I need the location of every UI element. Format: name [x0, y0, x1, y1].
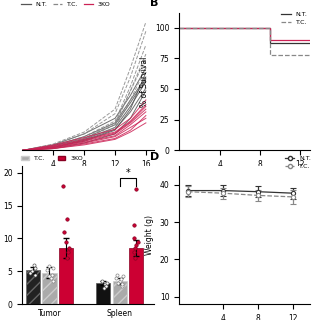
Point [134, 187, 139, 192]
Legend: N.T., T.C.: N.T., T.C. [283, 153, 314, 172]
Text: *: * [126, 168, 131, 178]
Point [132, 236, 137, 241]
Point [44, 268, 49, 273]
Point [104, 280, 109, 285]
Legend: N.T., T.C.: N.T., T.C. [279, 9, 310, 28]
Point [50, 265, 55, 270]
Point [66, 249, 71, 254]
Point [66, 246, 71, 251]
Point [103, 283, 108, 288]
Y-axis label: Weight (g): Weight (g) [145, 215, 154, 255]
Point [133, 246, 138, 251]
Point [131, 223, 136, 228]
Point [135, 239, 140, 244]
Point [32, 272, 37, 277]
Point [102, 282, 108, 287]
Point [65, 256, 70, 261]
Text: D: D [150, 152, 160, 162]
Point [132, 249, 137, 254]
Point [134, 243, 139, 248]
Point [115, 272, 120, 277]
X-axis label: Days after ATT: Days after ATT [217, 175, 273, 184]
Point [46, 273, 51, 278]
Point [132, 256, 138, 261]
Point [30, 269, 35, 274]
Bar [59, 248, 73, 304]
Legend: T.C., 3KO: T.C., 3KO [19, 153, 86, 164]
Point [119, 283, 124, 288]
Y-axis label: % of Survival: % of Survival [140, 56, 149, 107]
Point [121, 274, 126, 279]
Point [101, 285, 107, 290]
Point [46, 263, 52, 268]
Point [100, 278, 105, 284]
X-axis label: Days after ATT: Days after ATT [60, 175, 116, 184]
Bar [26, 270, 40, 304]
Bar [43, 273, 57, 304]
Point [117, 278, 122, 284]
Point [64, 216, 69, 221]
Point [50, 278, 55, 284]
Point [60, 183, 66, 188]
Point [33, 265, 38, 270]
Bar [129, 248, 143, 304]
Point [119, 282, 124, 287]
Point [61, 229, 67, 235]
Point [49, 272, 54, 277]
Point [63, 239, 68, 244]
Bar [96, 283, 110, 304]
Point [114, 275, 119, 280]
Legend: N.T., T.C., 3KO: N.T., T.C., 3KO [19, 0, 113, 10]
Point [27, 270, 32, 275]
Point [115, 280, 120, 285]
Point [32, 262, 37, 267]
Bar [113, 281, 127, 304]
Point [118, 276, 124, 282]
Text: B: B [150, 0, 159, 8]
Point [49, 275, 54, 280]
